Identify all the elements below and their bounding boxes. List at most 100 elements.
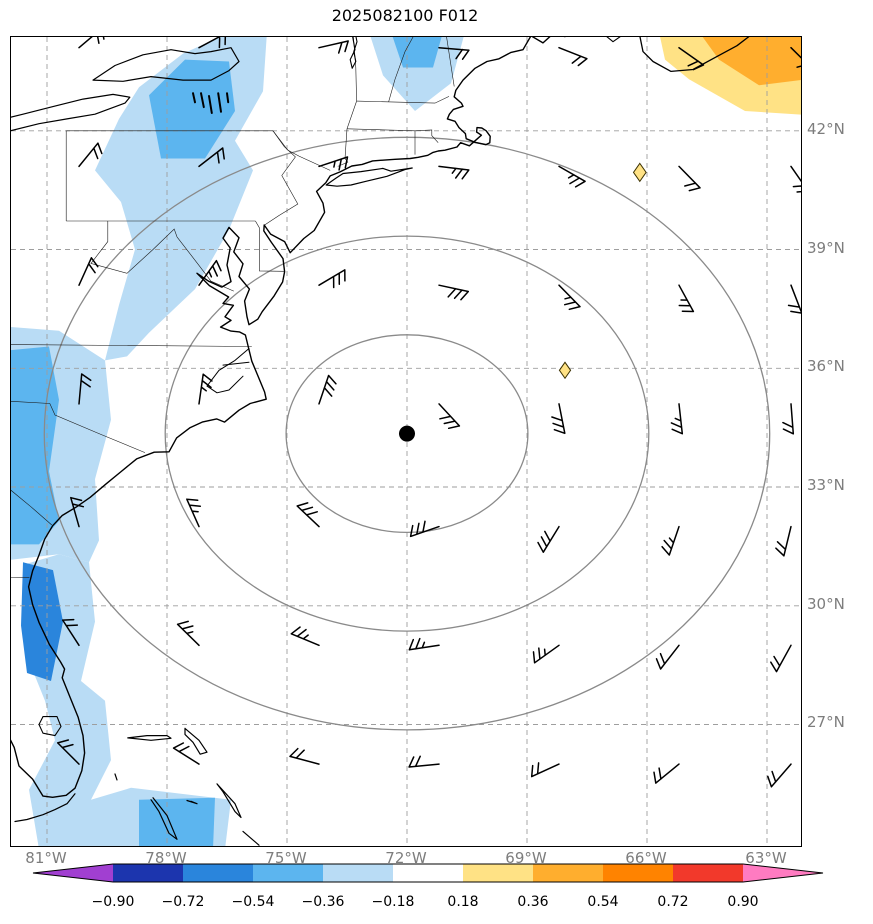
lake-ontario — [92, 47, 240, 82]
state-border — [346, 101, 357, 129]
wind-barb — [198, 259, 222, 286]
colorbar-outline — [32, 863, 824, 883]
island-abaco — [184, 727, 208, 755]
lake-erie — [11, 93, 131, 132]
wind-barb — [438, 165, 470, 180]
wind-barb — [78, 257, 99, 286]
state-border — [346, 128, 439, 143]
lake-okeechobee — [38, 716, 62, 737]
wind-barb — [653, 763, 680, 784]
wind-barb — [296, 502, 320, 528]
state-border — [11, 489, 52, 526]
y-tick-label: 33°N — [807, 476, 845, 495]
island-new-providence — [186, 799, 198, 805]
wind-barb — [198, 147, 225, 168]
range-rings — [43, 136, 771, 731]
y-tick-label: 30°N — [807, 594, 845, 613]
wind-barb — [438, 403, 461, 430]
florida-keys — [14, 793, 76, 823]
x-tick-label: 66°W — [625, 849, 667, 867]
x-tick-label: 75°W — [265, 849, 307, 867]
finger-lake — [208, 95, 213, 114]
colorbar-tick-label: 0.72 — [657, 894, 688, 910]
storm-center-dot — [399, 425, 415, 442]
colorbar-tick-label: −0.90 — [92, 894, 135, 910]
wind-barb — [678, 46, 705, 71]
wind-barb — [70, 496, 85, 528]
figure-title: 2025082100 F012 — [331, 6, 479, 25]
albemarle-sound-shore — [222, 361, 250, 366]
range-ring — [164, 235, 650, 632]
wind-barb — [318, 374, 337, 405]
wind-barb — [61, 618, 80, 647]
state-border — [264, 130, 299, 226]
state-borders — [11, 37, 455, 578]
shade-neg-light-newengland — [370, 37, 464, 111]
wind-barb — [661, 525, 680, 556]
colorbar-cell — [393, 864, 463, 882]
shade-neg-deep-georgia-coast — [21, 562, 63, 681]
coastline-long-island — [325, 167, 413, 187]
wind-barb — [790, 165, 801, 193]
coastline-nova-scotia — [639, 37, 750, 73]
coastlines — [11, 37, 750, 846]
colorbar-cell — [533, 864, 603, 882]
state-border — [90, 221, 178, 274]
colorbar-tick-label: 0.18 — [447, 894, 478, 910]
wind-barb — [775, 525, 792, 557]
finger-lake — [200, 92, 205, 109]
finger-lake — [217, 92, 222, 113]
colorbar-tick-label: 0.36 — [517, 894, 548, 910]
y-tick-label: 27°N — [807, 713, 845, 732]
contour-markers — [558, 162, 647, 380]
wind-barb — [767, 763, 792, 788]
finger-lake — [192, 92, 196, 104]
map-canvas — [11, 37, 801, 846]
colorbar-tick-label: −0.72 — [162, 894, 205, 910]
island-grand-bahama — [127, 735, 172, 741]
y-tick-label: 39°N — [807, 238, 845, 257]
wind-barb — [678, 284, 695, 313]
state-border — [11, 401, 146, 453]
wind-barb — [186, 498, 202, 528]
colorbar-cell — [183, 864, 253, 882]
range-ring — [285, 334, 529, 534]
yellow-diamond-marker — [632, 162, 647, 183]
wind-barbs — [56, 37, 801, 788]
wind-barb — [318, 269, 346, 289]
wind-barb — [408, 637, 440, 651]
wind-barb — [78, 373, 92, 405]
y-tick-label: 42°N — [807, 119, 845, 138]
wind-barb — [318, 156, 349, 171]
wind-barb — [770, 644, 792, 673]
state-border — [388, 37, 414, 102]
colorbar-cell — [603, 864, 673, 882]
wind-barb — [289, 747, 320, 765]
shade-neg-light-florida — [25, 554, 231, 846]
wind-barb — [532, 644, 560, 664]
wind-barb — [78, 142, 103, 168]
colorbar-cell — [323, 864, 393, 882]
colorbar-tick-label: −0.54 — [232, 894, 275, 910]
map-frame — [10, 36, 802, 847]
coastline-fundy-shore — [606, 37, 621, 43]
shade-neg-mid-carolinas — [11, 346, 59, 545]
wind-barb — [172, 742, 200, 765]
island-exuma — [242, 830, 260, 846]
colorbar-container: −0.90 −0.72 −0.54 −0.36 −0.18 0.18 0.36 0.54 0.7… — [28, 860, 844, 920]
x-tick-label: 78°W — [145, 849, 187, 867]
wind-barb — [198, 37, 227, 49]
pamlico-sound-shore — [206, 348, 250, 394]
x-tick-label: 72°W — [385, 849, 427, 867]
island-andros — [150, 797, 178, 840]
wind-barb — [290, 626, 320, 647]
wind-barb — [537, 525, 560, 553]
wind-barb — [408, 755, 440, 768]
range-ring — [43, 136, 771, 731]
colorbar-tick-label: −0.18 — [372, 894, 415, 910]
wind-barb — [558, 165, 586, 188]
state-border — [446, 37, 455, 87]
state-border — [272, 130, 331, 171]
wind-barb — [551, 403, 566, 435]
wind-barb — [558, 284, 581, 311]
